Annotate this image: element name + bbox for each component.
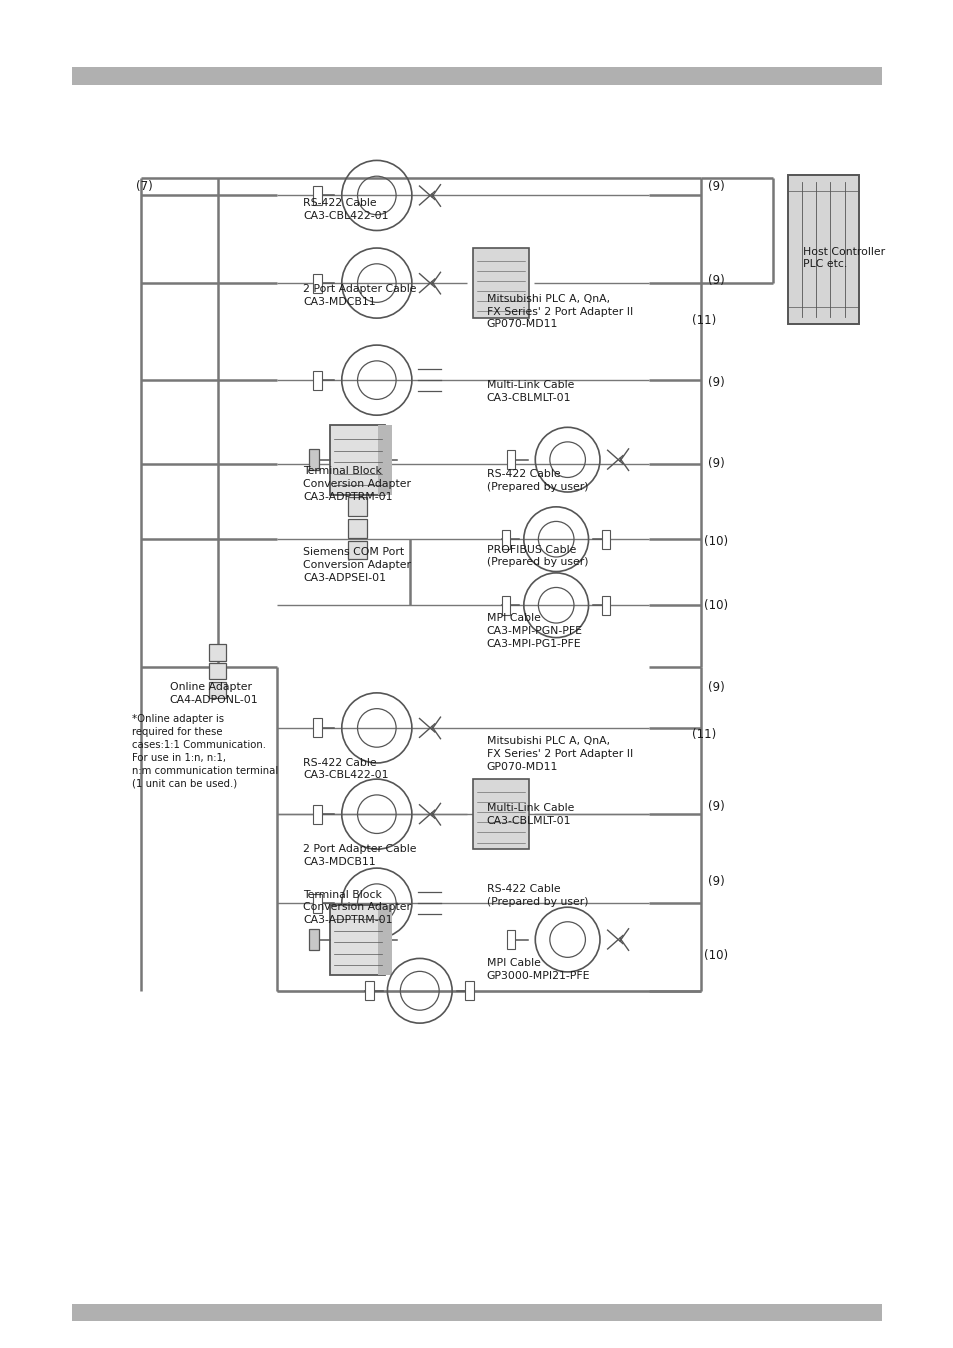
Text: MPI Cable
CA3-MPI-PGN-PFE
CA3-MPI-PG1-PFE: MPI Cable CA3-MPI-PGN-PFE CA3-MPI-PG1-PF… bbox=[486, 613, 582, 648]
FancyBboxPatch shape bbox=[348, 497, 367, 516]
Text: (9): (9) bbox=[707, 179, 724, 193]
FancyBboxPatch shape bbox=[377, 425, 392, 495]
FancyBboxPatch shape bbox=[313, 274, 321, 293]
Text: (7): (7) bbox=[136, 179, 153, 193]
Text: RS-422 Cable
(Prepared by user): RS-422 Cable (Prepared by user) bbox=[486, 884, 587, 907]
Text: (10): (10) bbox=[703, 599, 727, 612]
Text: (9): (9) bbox=[707, 799, 724, 813]
Text: Multi-Link Cable
CA3-CBLMLT-01: Multi-Link Cable CA3-CBLMLT-01 bbox=[486, 380, 574, 403]
Text: *Online adapter is
required for these
cases:1:1 Communication.
For use in 1:n, n: *Online adapter is required for these ca… bbox=[132, 714, 277, 789]
FancyBboxPatch shape bbox=[601, 530, 610, 549]
FancyBboxPatch shape bbox=[330, 905, 385, 975]
FancyBboxPatch shape bbox=[309, 449, 318, 470]
FancyBboxPatch shape bbox=[313, 371, 321, 390]
FancyBboxPatch shape bbox=[377, 905, 392, 975]
FancyBboxPatch shape bbox=[71, 67, 882, 85]
Text: (9): (9) bbox=[707, 875, 724, 888]
FancyBboxPatch shape bbox=[501, 596, 510, 615]
FancyBboxPatch shape bbox=[309, 929, 318, 950]
Text: Siemens COM Port
Conversion Adapter
CA3-ADPSEI-01: Siemens COM Port Conversion Adapter CA3-… bbox=[303, 547, 411, 582]
Text: MPI Cable
GP3000-MPI21-PFE: MPI Cable GP3000-MPI21-PFE bbox=[486, 958, 589, 981]
Text: (9): (9) bbox=[707, 376, 724, 390]
FancyBboxPatch shape bbox=[313, 186, 321, 205]
FancyBboxPatch shape bbox=[313, 894, 321, 913]
FancyBboxPatch shape bbox=[473, 779, 528, 849]
Text: PROFIBUS Cable
(Prepared by user): PROFIBUS Cable (Prepared by user) bbox=[486, 545, 587, 568]
Text: (9): (9) bbox=[707, 681, 724, 694]
FancyBboxPatch shape bbox=[506, 450, 515, 469]
Text: RS-422 Cable
(Prepared by user): RS-422 Cable (Prepared by user) bbox=[486, 469, 587, 492]
Text: Mitsubishi PLC A, QnA,
FX Series' 2 Port Adapter II
GP070-MD11: Mitsubishi PLC A, QnA, FX Series' 2 Port… bbox=[486, 736, 632, 771]
Text: Terminal Block
Conversion Adapter
CA3-ADPTRM-01: Terminal Block Conversion Adapter CA3-AD… bbox=[303, 466, 411, 501]
Text: (10): (10) bbox=[703, 535, 727, 549]
FancyBboxPatch shape bbox=[71, 1304, 882, 1321]
Text: 2 Port Adapter Cable
CA3-MDCB11: 2 Port Adapter Cable CA3-MDCB11 bbox=[303, 284, 416, 307]
Text: Online Adapter
CA4-ADPONL-01: Online Adapter CA4-ADPONL-01 bbox=[170, 682, 258, 705]
FancyBboxPatch shape bbox=[506, 930, 515, 949]
FancyBboxPatch shape bbox=[348, 519, 367, 538]
FancyBboxPatch shape bbox=[209, 644, 226, 661]
Text: Multi-Link Cable
CA3-CBLMLT-01: Multi-Link Cable CA3-CBLMLT-01 bbox=[486, 803, 574, 826]
FancyBboxPatch shape bbox=[313, 718, 321, 737]
FancyBboxPatch shape bbox=[365, 981, 374, 1000]
Text: Mitsubishi PLC A, QnA,
FX Series' 2 Port Adapter II
GP070-MD11: Mitsubishi PLC A, QnA, FX Series' 2 Port… bbox=[486, 294, 632, 329]
FancyBboxPatch shape bbox=[601, 596, 610, 615]
Text: 2 Port Adapter Cable
CA3-MDCB11: 2 Port Adapter Cable CA3-MDCB11 bbox=[303, 844, 416, 867]
Text: RS-422 Cable
CA3-CBL422-01: RS-422 Cable CA3-CBL422-01 bbox=[303, 198, 389, 221]
FancyBboxPatch shape bbox=[330, 425, 385, 495]
FancyBboxPatch shape bbox=[787, 175, 858, 324]
FancyBboxPatch shape bbox=[209, 663, 226, 679]
FancyBboxPatch shape bbox=[209, 682, 226, 698]
FancyBboxPatch shape bbox=[501, 530, 510, 549]
Text: Host Controller
PLC etc.: Host Controller PLC etc. bbox=[802, 247, 884, 270]
Text: (11): (11) bbox=[691, 314, 715, 328]
Text: (10): (10) bbox=[703, 949, 727, 962]
Text: RS-422 Cable
CA3-CBL422-01: RS-422 Cable CA3-CBL422-01 bbox=[303, 758, 389, 780]
Text: (9): (9) bbox=[707, 457, 724, 470]
Text: (11): (11) bbox=[691, 728, 715, 741]
Text: (9): (9) bbox=[707, 274, 724, 287]
FancyBboxPatch shape bbox=[348, 541, 367, 559]
Text: Terminal Block
Conversion Adapter
CA3-ADPTRM-01: Terminal Block Conversion Adapter CA3-AD… bbox=[303, 890, 411, 925]
FancyBboxPatch shape bbox=[465, 981, 474, 1000]
FancyBboxPatch shape bbox=[313, 805, 321, 824]
FancyBboxPatch shape bbox=[473, 248, 528, 318]
